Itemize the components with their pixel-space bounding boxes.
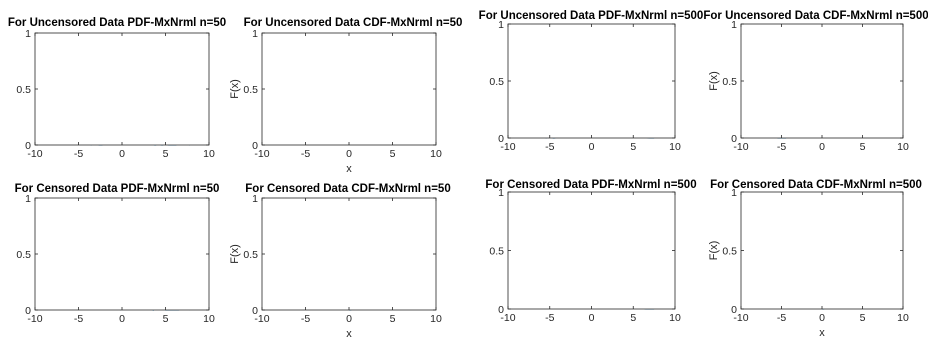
- x-tick-label: 5: [630, 141, 636, 153]
- x-tick-label: 5: [390, 148, 396, 160]
- x-tick-label: -10: [733, 312, 748, 324]
- x-tick-label: 0: [589, 141, 595, 153]
- x-tick-label: -5: [74, 148, 83, 160]
- x-tick-label: -5: [777, 141, 786, 153]
- y-axis-label: F(x): [229, 79, 241, 99]
- x-tick-label: -5: [301, 313, 310, 325]
- axes-box: [740, 191, 904, 310]
- y-tick-label: 0: [731, 304, 737, 316]
- y-tick-label: 1: [498, 187, 504, 199]
- y-tick-label: 0: [252, 305, 258, 317]
- y-tick-label: 1: [731, 187, 737, 199]
- y-tick-label: 1: [252, 193, 258, 205]
- subplot-title: For Censored Data CDF-MxNrml n=50: [245, 183, 450, 195]
- y-tick-label: 0.5: [722, 76, 737, 88]
- x-tick-label: -5: [74, 313, 83, 325]
- x-tick-label: 10: [203, 148, 215, 160]
- axes-box: [34, 197, 210, 311]
- x-tick-label: 0: [119, 313, 125, 325]
- x-tick-label: 10: [203, 313, 215, 325]
- x-tick-label: -10: [27, 313, 42, 325]
- x-tick-label: 10: [669, 312, 681, 324]
- y-axis-label: F(x): [708, 71, 720, 91]
- x-tick-label: -5: [777, 312, 786, 324]
- x-tick-label: -10: [733, 141, 748, 153]
- x-tick-label: 10: [897, 141, 909, 153]
- x-tick-label: -5: [545, 141, 554, 153]
- x-tick-label: 5: [630, 312, 636, 324]
- axes-box: [34, 32, 210, 146]
- y-tick-label: 0.5: [243, 84, 258, 96]
- subplot-title: For Uncensored Data CDF-MxNrml n=50: [244, 17, 463, 29]
- x-axis-label: x: [346, 328, 352, 340]
- y-tick-label: 0.5: [16, 249, 31, 261]
- y-tick-label: 0: [498, 304, 504, 316]
- x-tick-label: -10: [27, 148, 42, 160]
- y-tick-label: 0: [25, 140, 31, 152]
- x-tick-label: -10: [500, 312, 515, 324]
- y-axis-label: F(x): [708, 241, 720, 261]
- x-tick-label: -10: [500, 141, 515, 153]
- y-tick-label: 0: [731, 133, 737, 145]
- y-tick-label: 0.5: [722, 246, 737, 258]
- x-tick-label: 0: [819, 141, 825, 153]
- subplot-title: For Censored Data PDF-MxNrml n=500: [485, 179, 696, 191]
- axes-box: [261, 32, 437, 146]
- x-tick-label: 0: [819, 312, 825, 324]
- y-tick-label: 1: [731, 19, 737, 31]
- y-tick-label: 1: [25, 193, 31, 205]
- y-axis-label: F(x): [229, 244, 241, 264]
- y-tick-label: 0: [25, 305, 31, 317]
- subplot-title: For Censored Data PDF-MxNrml n=50: [15, 183, 220, 195]
- y-tick-label: 1: [498, 19, 504, 31]
- axes-box: [740, 23, 904, 139]
- y-tick-label: 1: [25, 28, 31, 40]
- subplot-title: For Uncensored Data PDF-MxNrml n=50: [8, 17, 226, 29]
- x-tick-label: 0: [589, 312, 595, 324]
- subplot-title: For Censored Data CDF-MxNrml n=500: [710, 179, 922, 191]
- x-tick-label: 10: [430, 148, 442, 160]
- x-tick-label: 10: [430, 313, 442, 325]
- x-tick-label: 10: [669, 141, 681, 153]
- y-tick-label: 0.5: [489, 246, 504, 258]
- x-tick-label: -5: [545, 312, 554, 324]
- x-tick-label: 0: [346, 148, 352, 160]
- x-tick-label: 5: [163, 148, 169, 160]
- axes-box: [507, 191, 676, 310]
- x-tick-label: 5: [860, 312, 866, 324]
- subplot-title: For Uncensored Data CDF-MxNrml n=500: [703, 10, 928, 22]
- y-tick-label: 0.5: [16, 84, 31, 96]
- x-tick-label: 5: [390, 313, 396, 325]
- x-tick-label: -10: [254, 148, 269, 160]
- subplot-title: For Uncensored Data PDF-MxNrml n=500: [479, 10, 704, 22]
- y-tick-label: 0: [498, 133, 504, 145]
- x-tick-label: 0: [346, 313, 352, 325]
- axes-box: [261, 197, 437, 311]
- x-tick-label: 0: [119, 148, 125, 160]
- axes-box: [507, 23, 676, 139]
- x-tick-label: 10: [897, 312, 909, 324]
- x-tick-label: -10: [254, 313, 269, 325]
- x-tick-label: 5: [163, 313, 169, 325]
- y-tick-label: 1: [252, 28, 258, 40]
- y-tick-label: 0.5: [243, 249, 258, 261]
- x-axis-label: x: [346, 163, 352, 175]
- x-tick-label: 5: [860, 141, 866, 153]
- y-tick-label: 0: [252, 140, 258, 152]
- x-tick-label: -5: [301, 148, 310, 160]
- x-axis-label: x: [819, 327, 825, 339]
- y-tick-label: 0.5: [489, 76, 504, 88]
